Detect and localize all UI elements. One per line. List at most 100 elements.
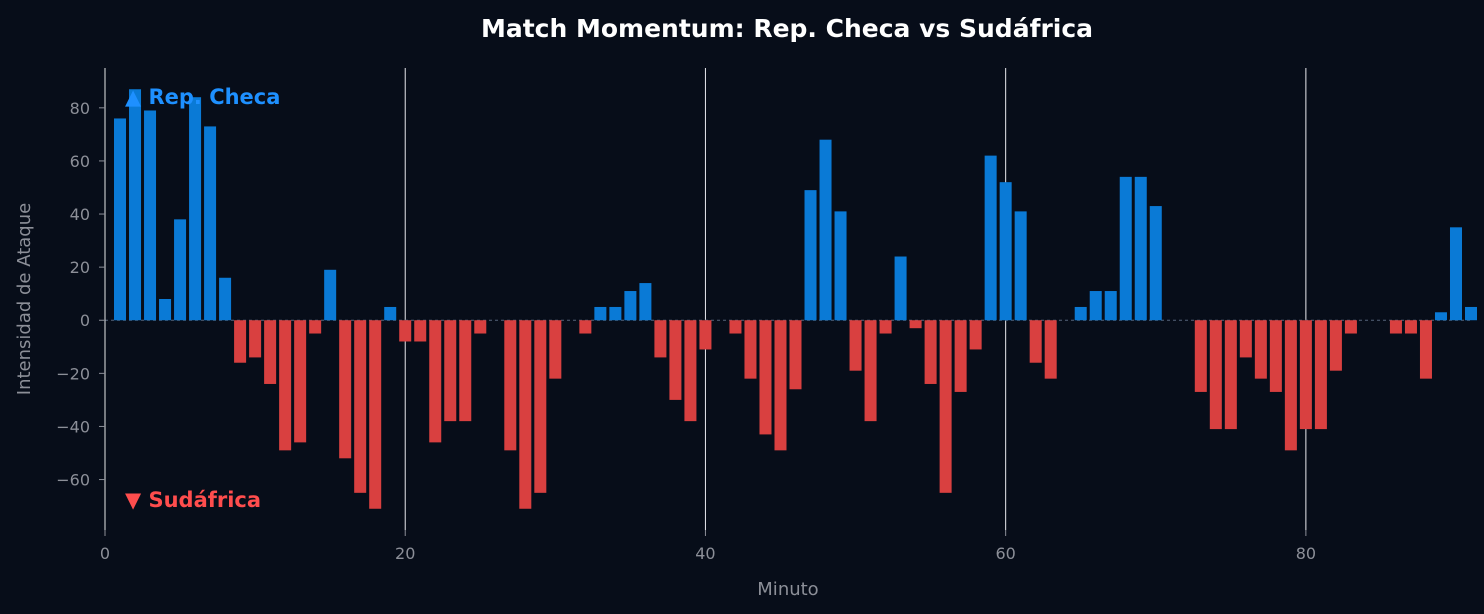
bar-away-min-55 xyxy=(924,320,937,384)
legend-label-home: ▲ Rep. Checa xyxy=(125,85,280,109)
bar-away-min-21 xyxy=(414,320,427,342)
bar-home-min-48 xyxy=(819,139,832,321)
bar-home-min-5 xyxy=(174,219,187,321)
bar-away-min-75 xyxy=(1224,320,1237,430)
bar-away-min-42 xyxy=(729,320,742,334)
bar-away-min-62 xyxy=(1029,320,1042,363)
bar-away-min-87 xyxy=(1404,320,1417,334)
bar-home-min-90 xyxy=(1449,227,1462,321)
bar-away-min-28 xyxy=(519,320,532,509)
bar-away-min-38 xyxy=(669,320,682,400)
y-tick-label: −60 xyxy=(56,471,90,490)
bar-away-min-74 xyxy=(1209,320,1222,430)
bar-home-min-61 xyxy=(1014,211,1027,321)
y-axis-label: Intensidad de Ataque xyxy=(14,203,35,395)
x-axis-ticks: 0 20 40 60 80 xyxy=(100,530,1316,563)
bar-away-min-44 xyxy=(759,320,772,435)
bar-away-min-40 xyxy=(699,320,712,350)
bar-home-min-53 xyxy=(894,256,907,321)
bar-home-min-6 xyxy=(189,97,202,321)
x-axis-label: Minuto xyxy=(757,579,818,600)
bar-home-min-3 xyxy=(144,110,157,321)
bar-away-min-16 xyxy=(339,320,352,459)
bar-away-min-22 xyxy=(429,320,442,443)
bar-home-min-67 xyxy=(1104,291,1117,321)
bar-home-min-59 xyxy=(984,155,997,321)
bar-away-min-73 xyxy=(1194,320,1207,392)
bar-away-min-63 xyxy=(1044,320,1057,379)
y-tick-label: −40 xyxy=(56,417,90,436)
bar-away-min-52 xyxy=(879,320,892,334)
bar-away-min-43 xyxy=(744,320,757,379)
legend-label-away: ▼ Sudáfrica xyxy=(125,488,261,512)
bar-home-min-4 xyxy=(159,299,172,321)
bar-away-min-20 xyxy=(399,320,412,342)
bar-away-min-56 xyxy=(939,320,952,493)
bar-away-min-23 xyxy=(444,320,457,422)
bar-away-min-57 xyxy=(954,320,967,392)
bar-away-min-24 xyxy=(459,320,472,422)
bar-away-min-80 xyxy=(1299,320,1312,430)
bar-away-min-12 xyxy=(279,320,292,451)
bar-away-min-13 xyxy=(294,320,307,443)
bar-away-min-79 xyxy=(1284,320,1297,451)
y-tick-label: 40 xyxy=(70,205,90,224)
bar-away-min-45 xyxy=(774,320,787,451)
bar-home-min-19 xyxy=(384,306,397,321)
bar-away-min-54 xyxy=(909,320,922,329)
bar-home-min-47 xyxy=(804,190,817,321)
bar-away-min-77 xyxy=(1254,320,1267,379)
bar-away-min-50 xyxy=(849,320,862,371)
bar-away-min-78 xyxy=(1269,320,1282,392)
team-legend: ▲ Rep. Checa ▼ Sudáfrica xyxy=(125,85,280,512)
bar-away-min-37 xyxy=(654,320,667,358)
bar-home-min-7 xyxy=(204,126,217,321)
bar-home-min-33 xyxy=(594,306,607,321)
chart-title: Match Momentum: Rep. Checa vs Sudáfrica xyxy=(481,14,1093,43)
bar-away-min-14 xyxy=(309,320,322,334)
bar-away-min-76 xyxy=(1239,320,1252,358)
bar-home-min-1 xyxy=(114,118,127,321)
bar-away-min-58 xyxy=(969,320,982,350)
bar-away-min-51 xyxy=(864,320,877,422)
bar-home-min-35 xyxy=(624,291,637,321)
bar-away-min-25 xyxy=(474,320,487,334)
bar-away-min-18 xyxy=(369,320,382,509)
bar-away-min-39 xyxy=(684,320,697,422)
bar-away-min-30 xyxy=(549,320,562,379)
bar-home-min-49 xyxy=(834,211,847,321)
bar-away-min-82 xyxy=(1329,320,1342,371)
bar-away-min-32 xyxy=(579,320,592,334)
bar-series xyxy=(114,89,1478,509)
bar-home-min-15 xyxy=(324,269,337,321)
bar-away-min-9 xyxy=(234,320,247,363)
bar-away-min-11 xyxy=(264,320,277,384)
bar-home-min-91 xyxy=(1464,306,1478,321)
y-tick-label: 60 xyxy=(70,152,90,171)
x-tick-label: 20 xyxy=(395,544,415,563)
y-tick-label: −20 xyxy=(56,364,90,383)
bar-away-min-17 xyxy=(354,320,367,493)
bar-away-min-10 xyxy=(249,320,262,358)
bar-home-min-65 xyxy=(1074,306,1087,321)
bar-home-min-70 xyxy=(1149,206,1162,321)
y-axis-ticks: −60 −40 −20 0 20 40 60 80 xyxy=(56,99,105,490)
bar-home-min-34 xyxy=(609,306,622,321)
bar-home-min-8 xyxy=(219,277,232,321)
x-tick-label: 80 xyxy=(1296,544,1316,563)
bar-away-min-86 xyxy=(1389,320,1402,334)
bar-away-min-88 xyxy=(1419,320,1432,379)
bar-home-min-66 xyxy=(1089,291,1102,321)
x-tick-label: 60 xyxy=(995,544,1015,563)
y-tick-label: 20 xyxy=(70,258,90,277)
bar-away-min-46 xyxy=(789,320,802,390)
bar-away-min-83 xyxy=(1344,320,1357,334)
bar-away-min-81 xyxy=(1314,320,1327,430)
bar-home-min-36 xyxy=(639,283,652,321)
y-tick-label: 0 xyxy=(80,311,90,330)
bar-home-min-60 xyxy=(999,182,1012,321)
bar-home-min-2 xyxy=(129,89,142,321)
x-tick-label: 40 xyxy=(695,544,715,563)
